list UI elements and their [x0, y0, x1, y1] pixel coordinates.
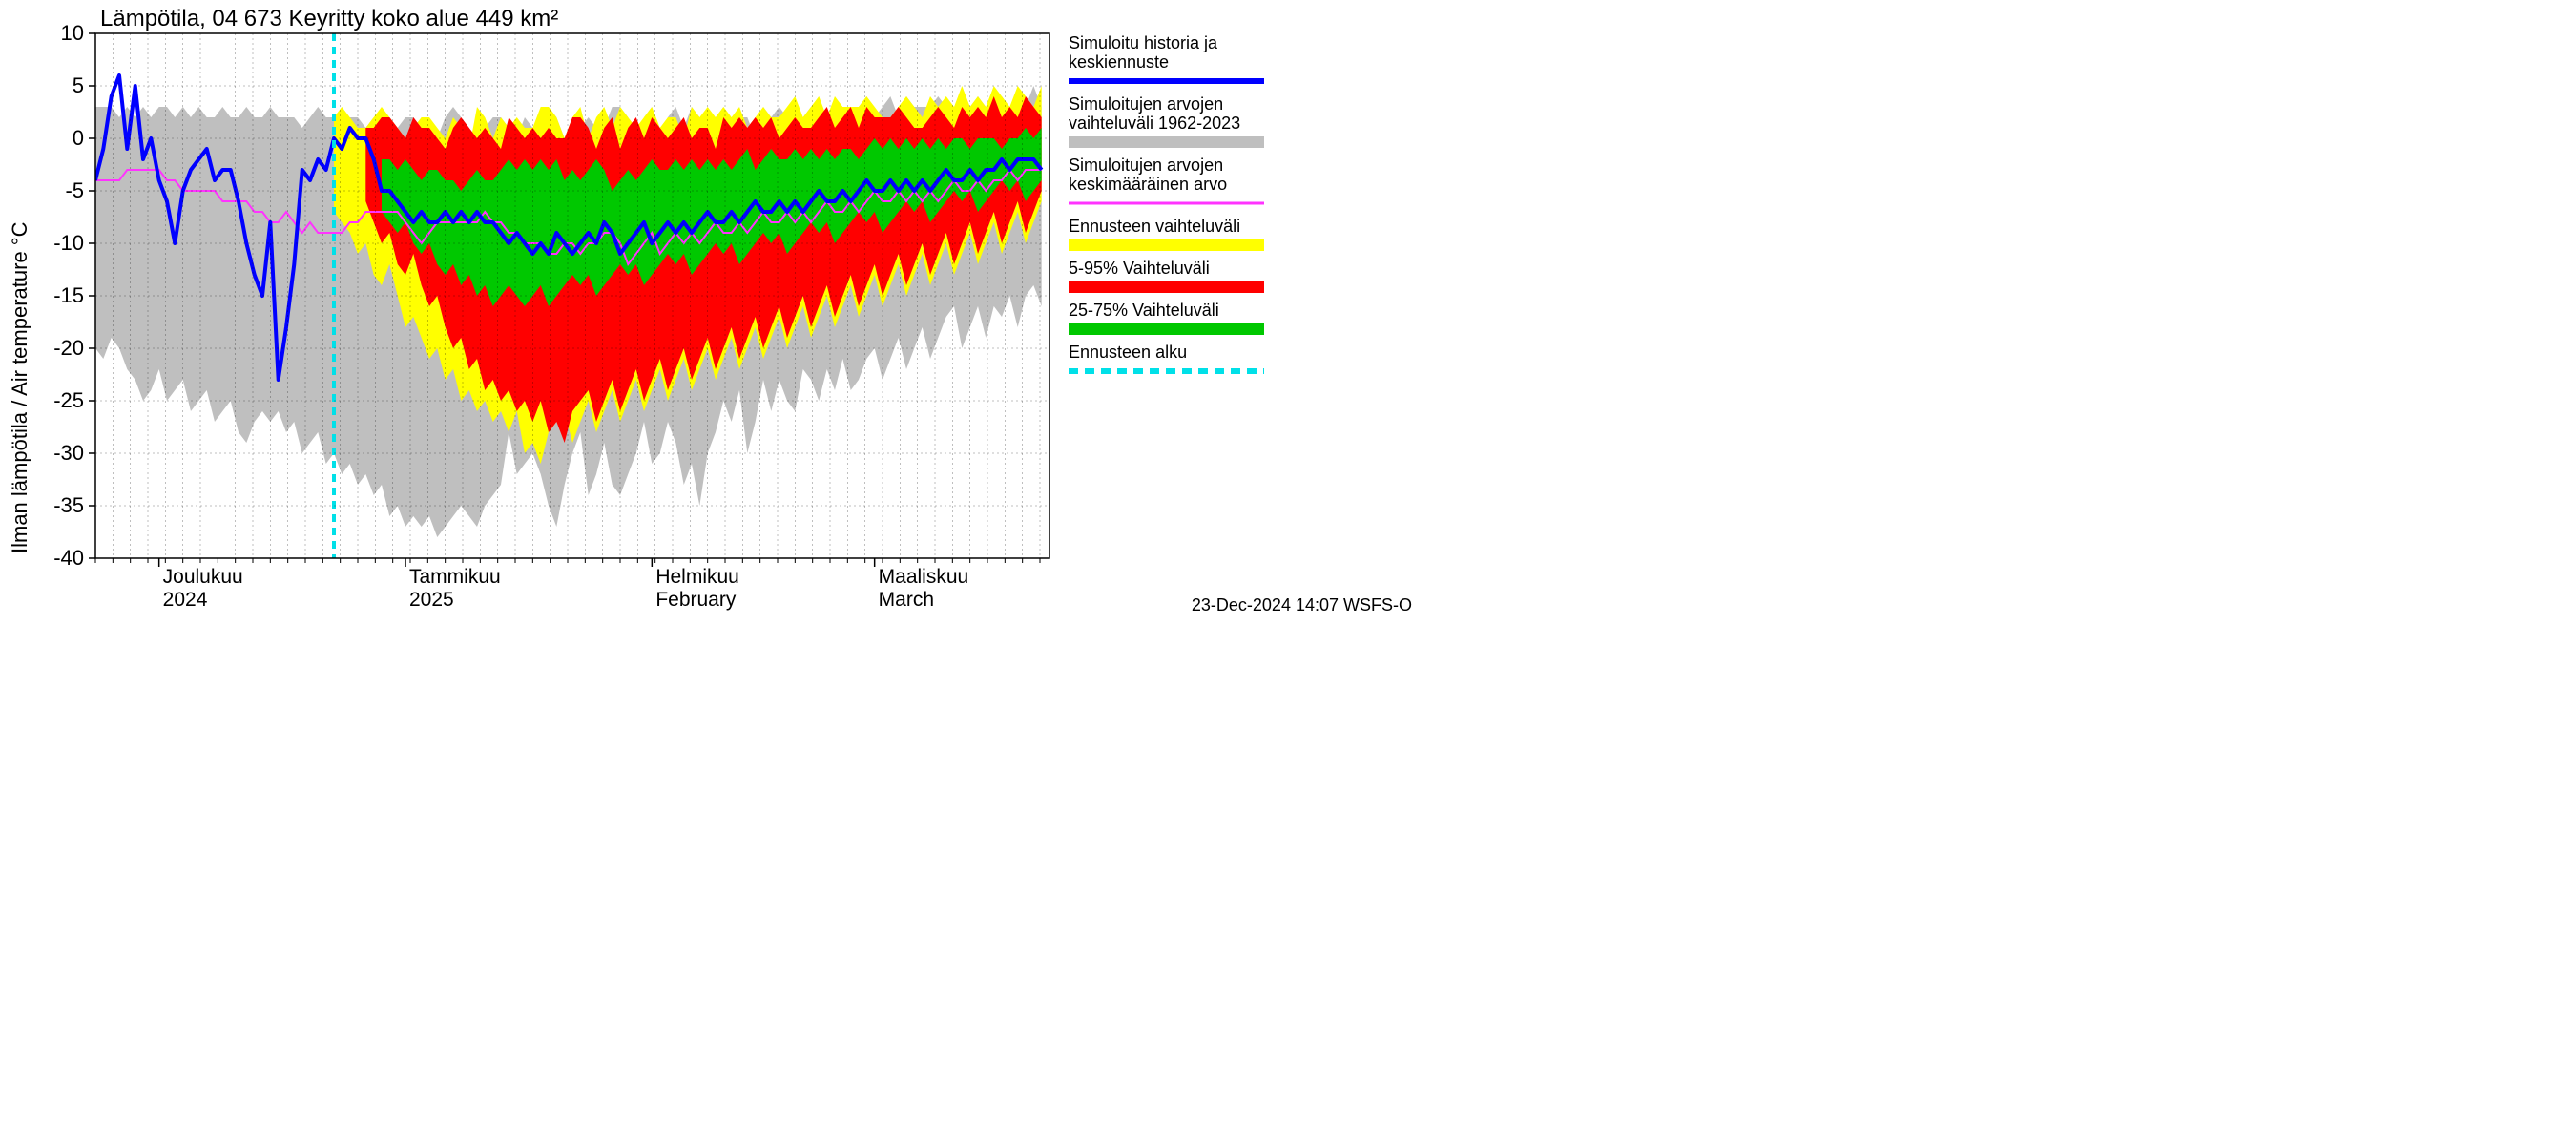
legend-label: Simuloitujen arvojen — [1069, 156, 1223, 175]
y-tick-label: 0 — [73, 126, 84, 150]
y-tick-label: 5 — [73, 73, 84, 97]
legend-label: Ennusteen alku — [1069, 343, 1187, 362]
timestamp: 23-Dec-2024 14:07 WSFS-O — [1192, 595, 1412, 614]
legend-swatch — [1069, 323, 1264, 335]
x-tick-label-bottom: 2024 — [163, 589, 208, 611]
y-tick-label: -10 — [53, 231, 84, 255]
x-tick-label-top: Joulukuu — [163, 566, 243, 588]
y-axis-label: Ilman lämpötila / Air temperature °C — [8, 221, 31, 553]
x-tick-label-top: Maaliskuu — [879, 566, 969, 588]
legend-swatch — [1069, 239, 1264, 251]
legend-swatch — [1069, 136, 1264, 148]
y-tick-label: -35 — [53, 493, 84, 517]
x-tick-label-top: Tammikuu — [409, 566, 501, 588]
y-tick-label: -30 — [53, 441, 84, 465]
chart-title: Lämpötila, 04 673 Keyritty koko alue 449… — [100, 6, 558, 31]
x-tick-label-bottom: 2025 — [409, 589, 454, 611]
legend-swatch — [1069, 281, 1264, 293]
x-tick-label-bottom: March — [879, 589, 934, 611]
legend-label: keskiennuste — [1069, 52, 1169, 72]
legend-label: 25-75% Vaihteluväli — [1069, 301, 1219, 320]
x-tick-label-bottom: February — [655, 589, 737, 611]
legend-label: Simuloitujen arvojen — [1069, 94, 1223, 114]
y-tick-label: 10 — [61, 21, 84, 45]
y-tick-label: -15 — [53, 283, 84, 307]
legend-label: Simuloitu historia ja — [1069, 33, 1218, 52]
legend-label: Ennusteen vaihteluväli — [1069, 217, 1240, 236]
y-tick-label: -5 — [65, 178, 84, 202]
y-tick-label: -20 — [53, 336, 84, 360]
chart-container: -40 -35 -30 -25 -20 -15 -10 -5 0 5 10 Joulukuu2024 T… — [0, 0, 1431, 639]
legend-label: vaihteluväli 1962-2023 — [1069, 114, 1240, 133]
legend-label: 5-95% Vaihteluväli — [1069, 259, 1210, 278]
chart-svg: -40 -35 -30 -25 -20 -15 -10 -5 0 5 10 Joulukuu2024 T… — [0, 0, 1431, 639]
y-tick-label: -40 — [53, 546, 84, 570]
legend-label: keskimääräinen arvo — [1069, 175, 1227, 194]
y-tick-label: -25 — [53, 388, 84, 412]
x-tick-label-top: Helmikuu — [655, 566, 739, 588]
